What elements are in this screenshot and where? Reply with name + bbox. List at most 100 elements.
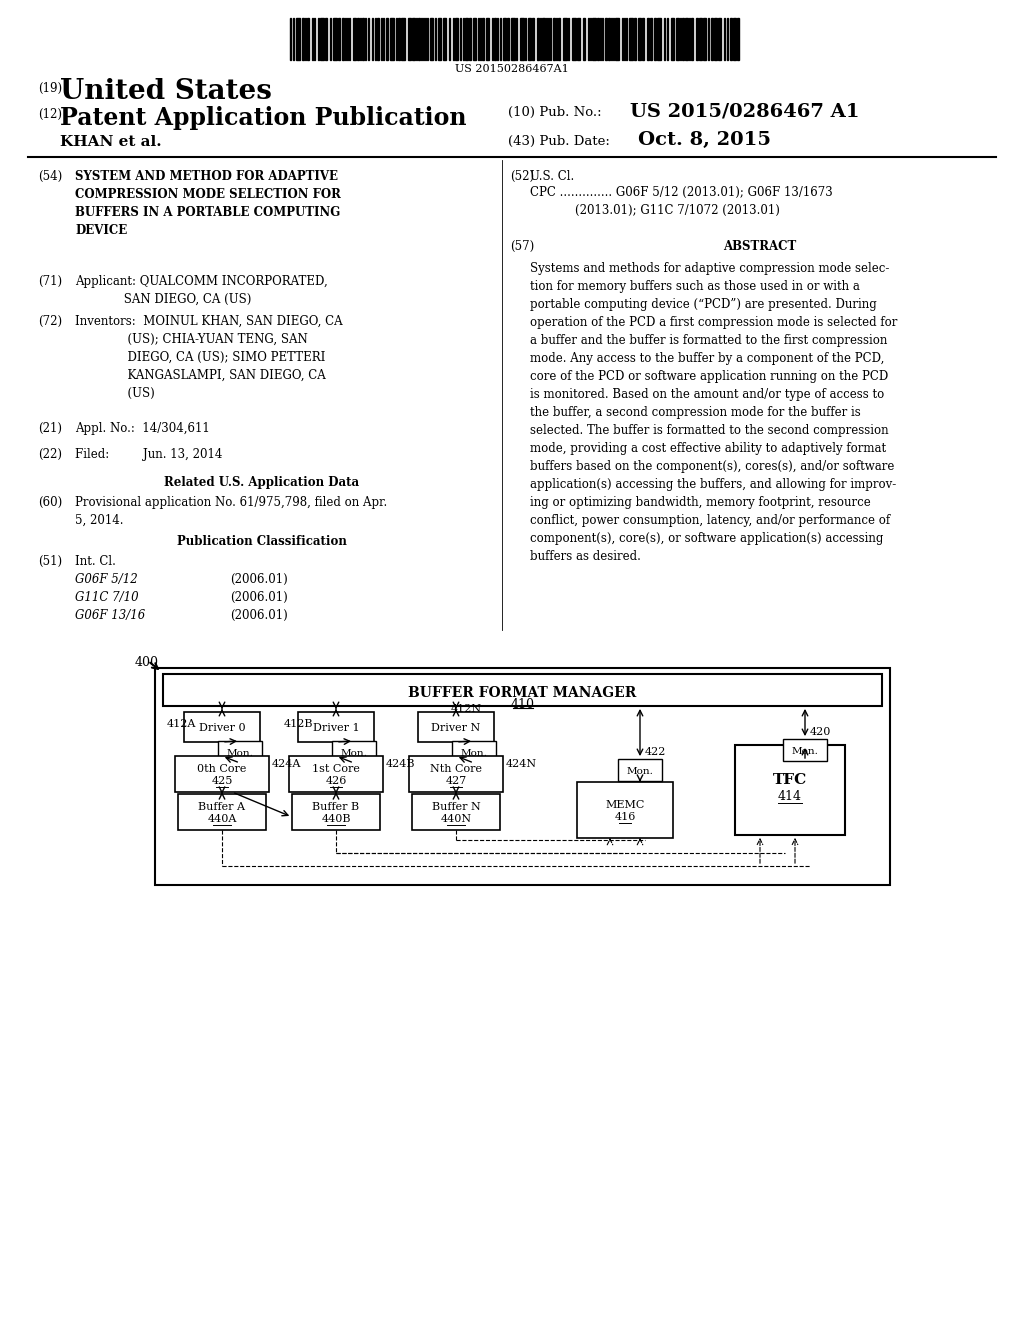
Bar (629, 18, 633, 59)
Text: Int. Cl.: Int. Cl. (75, 554, 116, 568)
Text: Related U.S. Application Data: Related U.S. Application Data (165, 477, 359, 488)
Bar (691, 18, 693, 59)
Bar (733, 18, 736, 59)
Bar (783, 739, 827, 762)
Text: 440A: 440A (207, 814, 237, 824)
Text: 416: 416 (614, 812, 636, 822)
Bar (558, 18, 560, 59)
Text: 425: 425 (211, 776, 232, 785)
Text: Nth Core: Nth Core (430, 764, 482, 774)
Bar (577, 781, 673, 838)
Bar (671, 18, 674, 59)
Bar (577, 18, 580, 59)
Text: 410: 410 (511, 698, 535, 711)
Bar (296, 18, 300, 59)
Bar (386, 18, 388, 59)
Bar (685, 18, 688, 59)
Bar (319, 18, 324, 59)
Bar (650, 18, 652, 59)
Bar (357, 18, 359, 59)
Text: Publication Classification: Publication Classification (177, 535, 347, 548)
Text: US 2015/0286467 A1: US 2015/0286467 A1 (630, 103, 859, 121)
Bar (503, 18, 506, 59)
Text: (43) Pub. Date:: (43) Pub. Date: (508, 135, 610, 148)
Text: 412N: 412N (451, 704, 482, 714)
Bar (412, 18, 415, 59)
Bar (682, 18, 684, 59)
Text: Inventors:  MOINUL KHAN, SAN DIEGO, CA
              (US); CHIA-YUAN TENG, SAN
 : Inventors: MOINUL KHAN, SAN DIEGO, CA (U… (75, 315, 343, 400)
Bar (353, 18, 356, 59)
Text: (2006.01): (2006.01) (230, 573, 288, 586)
Bar (618, 759, 662, 781)
Bar (528, 18, 531, 59)
Text: 424A: 424A (272, 759, 301, 770)
Text: Buffer A: Buffer A (199, 803, 246, 812)
Bar (703, 18, 706, 59)
Text: Filed:         Jun. 13, 2014: Filed: Jun. 13, 2014 (75, 447, 222, 461)
Bar (592, 18, 596, 59)
Text: (72): (72) (38, 315, 62, 327)
Text: U.S. Cl.: U.S. Cl. (530, 170, 574, 183)
Bar (638, 18, 641, 59)
Text: ABSTRACT: ABSTRACT (723, 240, 797, 253)
Bar (409, 756, 503, 792)
Text: (21): (21) (38, 422, 62, 436)
Bar (155, 668, 890, 884)
Text: CPC .............. G06F 5/12 (2013.01); G06F 13/1673
            (2013.01); G11C: CPC .............. G06F 5/12 (2013.01); … (530, 186, 833, 216)
Text: Mon.: Mon. (226, 748, 253, 758)
Bar (377, 18, 379, 59)
Bar (438, 18, 441, 59)
Text: Buffer N: Buffer N (432, 803, 480, 812)
Bar (418, 18, 420, 59)
Text: (19): (19) (38, 82, 62, 95)
Bar (597, 18, 599, 59)
Bar (634, 18, 636, 59)
Bar (163, 675, 882, 706)
Text: MEMC: MEMC (605, 800, 645, 810)
Text: Buffer B: Buffer B (312, 803, 359, 812)
Bar (572, 18, 575, 59)
Bar (465, 18, 468, 59)
Text: 440B: 440B (322, 814, 351, 824)
Bar (342, 18, 344, 59)
Bar (482, 18, 484, 59)
Text: G06F 13/16: G06F 13/16 (75, 609, 145, 622)
Bar (469, 18, 471, 59)
Text: Patent Application Publication: Patent Application Publication (60, 106, 467, 129)
Bar (332, 741, 376, 763)
Bar (718, 18, 721, 59)
Bar (398, 18, 400, 59)
Text: Mon.: Mon. (627, 767, 653, 776)
Text: (54): (54) (38, 170, 62, 183)
Bar (676, 18, 679, 59)
Text: 424N: 424N (506, 759, 538, 770)
Bar (298, 711, 374, 742)
Bar (657, 18, 662, 59)
Text: 420: 420 (810, 727, 831, 737)
Text: (2006.01): (2006.01) (230, 609, 288, 622)
Text: Oct. 8, 2015: Oct. 8, 2015 (638, 131, 771, 149)
Text: Mon.: Mon. (461, 748, 487, 758)
Bar (338, 18, 340, 59)
Bar (735, 744, 845, 836)
Bar (218, 741, 262, 763)
Text: Driver 0: Driver 0 (199, 723, 246, 733)
Text: United States: United States (60, 78, 272, 106)
Text: KHAN et al.: KHAN et al. (60, 135, 162, 149)
Bar (654, 18, 656, 59)
Text: 0th Core: 0th Core (198, 764, 247, 774)
Bar (307, 18, 309, 59)
Bar (583, 18, 585, 59)
Bar (507, 18, 509, 59)
Text: 424B: 424B (386, 759, 416, 770)
Text: (60): (60) (38, 496, 62, 510)
Bar (412, 795, 500, 830)
Bar (714, 18, 717, 59)
Text: (52): (52) (510, 170, 535, 183)
Text: 1st Core: 1st Core (312, 764, 360, 774)
Bar (520, 18, 524, 59)
Bar (511, 18, 515, 59)
Text: (71): (71) (38, 275, 62, 288)
Bar (647, 18, 649, 59)
Bar (605, 18, 607, 59)
